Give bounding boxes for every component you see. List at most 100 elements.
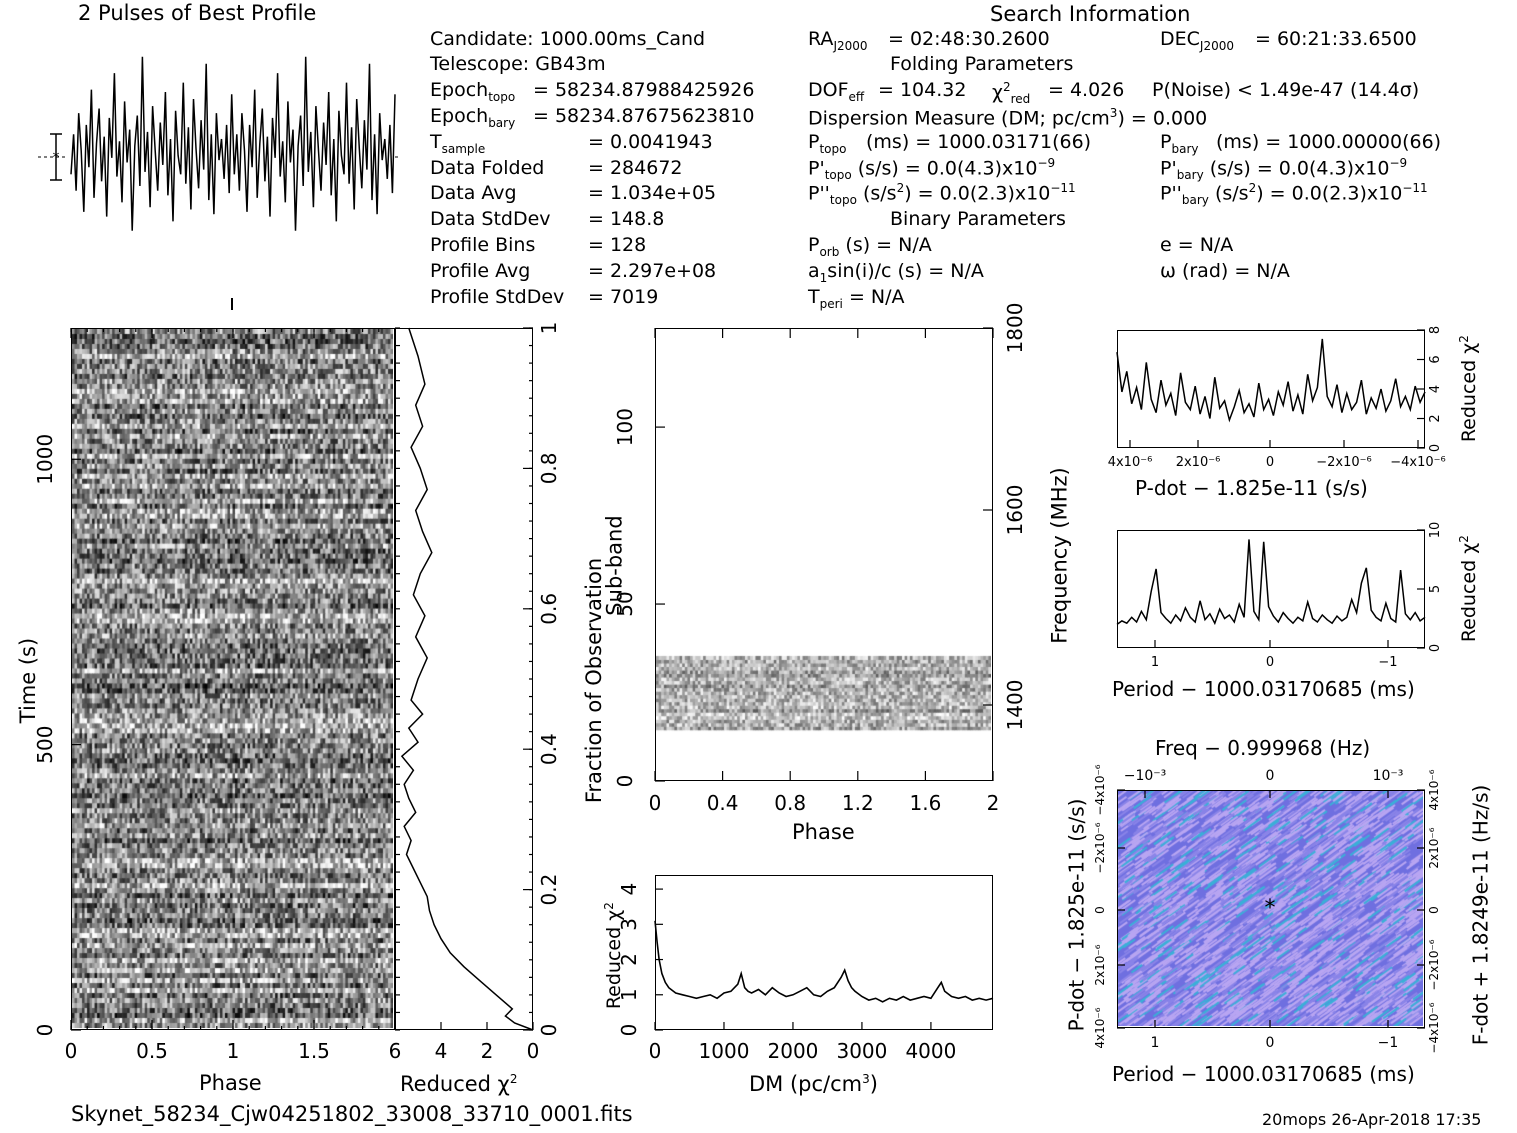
tick-label: 100 xyxy=(613,408,637,446)
tick-label: −1 xyxy=(1378,1035,1399,1051)
tick-label: 0.8 xyxy=(537,452,561,484)
dec-value: = 60:21:33.6500 xyxy=(1255,28,1417,50)
dof-label: DOFeff xyxy=(808,79,865,104)
tsample-label: Tsample xyxy=(430,131,486,156)
dof-value: = 104.32 xyxy=(878,79,967,101)
period-panel xyxy=(1117,530,1425,648)
omega: ω (rad) = N/A xyxy=(1160,260,1290,282)
tick-label: 1 xyxy=(617,988,641,1001)
tp-ylabel: Time (s) xyxy=(16,637,41,724)
telescope-text: Telescope: GB43m xyxy=(430,53,606,75)
period-chi2-line xyxy=(1116,539,1426,626)
asini: a1sin(i)/c (s) = N/A xyxy=(808,260,984,285)
tick-label: 0 xyxy=(613,775,637,788)
pdot-ylabel: Reduced χ2 xyxy=(1456,335,1481,443)
tperi: Tperi = N/A xyxy=(808,286,905,311)
pnoise-value: P(Noise) < 1.49e-47 (14.4σ) xyxy=(1152,79,1420,101)
data-folded-label: Data Folded xyxy=(430,157,545,179)
pdot-panel xyxy=(1117,330,1425,448)
tick-label: 1800 xyxy=(1003,303,1027,354)
dm-xlabel: DM (pc/cm3) xyxy=(749,1072,878,1096)
data-folded-value: = 284672 xyxy=(588,157,683,179)
pdtopo: P'topo (s/s) = 0.0(4.3)x10−9 xyxy=(808,156,1056,183)
pdbary: P'bary (s/s) = 0.0(4.3)x10−9 xyxy=(1160,156,1408,183)
tick-label: 6 xyxy=(1428,355,1443,363)
tick-label: 0.2 xyxy=(537,874,561,906)
prof-bins-value: = 128 xyxy=(588,234,647,256)
chi2-value: = 4.026 xyxy=(1048,79,1125,101)
tick-label: 0 xyxy=(1266,768,1275,784)
dm-panel xyxy=(655,875,993,1030)
tick-label: 50 xyxy=(613,591,637,616)
tick-label: 1 xyxy=(1151,1035,1160,1051)
pdot-chi2-line xyxy=(1116,338,1426,423)
prof-std-label: Profile StdDev xyxy=(430,286,565,308)
tick-label: 0 xyxy=(33,1024,57,1037)
tick-label: 2x10⁻⁶ xyxy=(1093,944,1107,985)
tick-label: 4 xyxy=(1428,385,1443,393)
ppdot-xlabel: Period − 1000.03170685 (ms) xyxy=(1112,1062,1415,1086)
tick-label: 6 xyxy=(389,1039,402,1063)
footer-stamp: 20mops 26-Apr-2018 17:35 xyxy=(1262,1110,1482,1129)
subband-image xyxy=(656,329,991,779)
tick-label: −4x10⁻⁶ xyxy=(1093,764,1107,815)
prof-bins-label: Profile Bins xyxy=(430,234,536,256)
candidate-text: Candidate: 1000.00ms_Cand xyxy=(430,28,706,50)
dm-chi2-line xyxy=(654,920,994,1003)
tick-label: 0.5 xyxy=(136,1039,168,1063)
tick-label: 0 xyxy=(65,1039,78,1063)
tick-label: −4x10⁻⁶ xyxy=(1390,455,1445,470)
ecc: e = N/A xyxy=(1160,234,1234,256)
prof-avg-label: Profile Avg xyxy=(430,260,531,282)
pbary-value: (ms) = 1000.00000(66) xyxy=(1216,131,1442,153)
time-phase-panel xyxy=(71,328,395,1030)
epoch-bary-label: Epochbary xyxy=(430,105,516,130)
tick-label: 4x10⁻⁶ xyxy=(1093,1007,1107,1048)
tick-label: 10 xyxy=(1428,522,1443,539)
ppdot-title: Freq − 0.999968 (Hz) xyxy=(1155,736,1371,760)
search-title: Search Information xyxy=(990,2,1191,26)
best-fit-marker: * xyxy=(1265,896,1276,921)
tick-label: 4x10⁻⁶ xyxy=(1427,769,1441,810)
tick-label: 1.6 xyxy=(909,791,941,815)
tick-label: 0 xyxy=(537,1024,561,1037)
tick-label: 2x10⁻⁶ xyxy=(1176,455,1221,470)
data-avg-value: = 1.034e+05 xyxy=(588,182,717,204)
prof-avg-value: = 2.297e+08 xyxy=(588,260,717,282)
tick-label: 0.4 xyxy=(707,791,739,815)
tick-label: 4000 xyxy=(905,1039,956,1063)
tick-label: 2 xyxy=(617,953,641,966)
epoch-topo-value: = 58234.87988425926 xyxy=(533,79,755,101)
tick-label: 1000 xyxy=(699,1039,750,1063)
dec-label: DECJ2000 xyxy=(1160,28,1234,53)
svg-text:*: * xyxy=(53,150,60,166)
tick-label: 0 xyxy=(1428,444,1443,452)
chi2-label: χ2red xyxy=(992,80,1031,107)
porb: Porb (s) = N/A xyxy=(808,234,932,259)
tick-label: 2 xyxy=(481,1039,494,1063)
prof-std-value: = 7019 xyxy=(588,286,659,308)
tick-label: 0 xyxy=(1428,644,1443,652)
dm-label: Dispersion Measure (DM; pc/cm3) = 0.000 xyxy=(808,106,1208,130)
ra-label: RAJ2000 xyxy=(808,28,868,53)
tick-label: −1 xyxy=(1378,655,1397,670)
tick-label: 0 xyxy=(649,1039,662,1063)
time-phase-image xyxy=(72,329,393,1028)
footer-filename: Skynet_58234_Cjw04251802_33008_33710_000… xyxy=(71,1102,633,1126)
tick-label: 1600 xyxy=(1003,485,1027,536)
tick-label: 5 xyxy=(1428,585,1443,593)
tp-xlabel: Phase xyxy=(199,1071,262,1095)
subband-panel xyxy=(655,328,993,781)
binary-title: Binary Parameters xyxy=(890,208,1066,230)
tick-label: 2 xyxy=(1428,414,1443,422)
epoch-topo-label: Epochtopo xyxy=(430,79,516,104)
time-chi2-line xyxy=(400,327,534,1031)
tick-label: 1.5 xyxy=(298,1039,330,1063)
tick-label: 10⁻³ xyxy=(1373,768,1404,784)
tick-label: 1000 xyxy=(33,434,57,485)
tick-label: 1 xyxy=(537,322,561,335)
ptopo-label: Ptopo xyxy=(808,131,847,156)
tick-label: 0 xyxy=(1427,906,1441,914)
